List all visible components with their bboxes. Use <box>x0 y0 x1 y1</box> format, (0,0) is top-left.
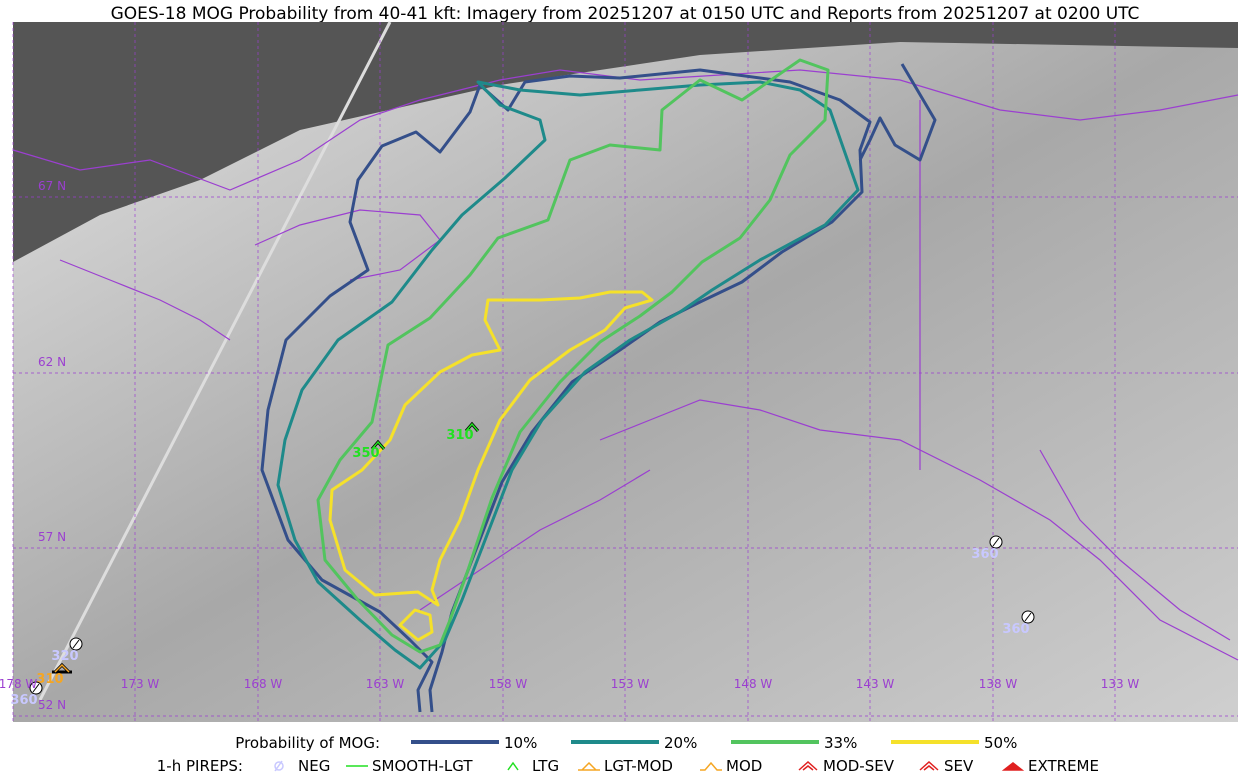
legend-label: 50% <box>984 734 1017 752</box>
lon-label: 163 W <box>366 677 405 691</box>
pirep-label: 310 <box>446 428 473 443</box>
legend-label: EXTREME <box>1028 757 1099 775</box>
legend-label: SEV <box>944 757 974 775</box>
contour-20 <box>276 80 860 670</box>
pirep-symbol <box>465 422 479 432</box>
contour-10b <box>858 63 937 162</box>
pireps: 320 310 360 360 360 350 310 <box>10 421 1035 708</box>
lon-label: 168 W <box>244 677 283 691</box>
legend: Probability of MOG: 10% 20% 33% 50% 1-h PIREP… <box>157 734 1099 775</box>
contour-50b <box>398 608 434 642</box>
lon-label: 143 W <box>856 677 895 691</box>
legend-label: 20% <box>664 734 697 752</box>
contour-33 <box>316 58 830 654</box>
lat-label: 62 N <box>38 355 66 369</box>
scan-artifact <box>38 21 392 701</box>
lon-label: 178 W <box>0 677 37 691</box>
lon-label: 158 W <box>489 677 528 691</box>
lon-label: 153 W <box>611 677 650 691</box>
coastlines <box>12 69 1239 661</box>
pirep-symbol <box>992 537 1000 547</box>
lon-label: 148 W <box>734 677 773 691</box>
pirep-label: 320 <box>51 649 78 664</box>
lat-label: 67 N <box>38 179 66 193</box>
pirep-symbol <box>371 440 385 450</box>
pirep-label: 360 <box>971 547 998 562</box>
legend-symbol <box>1001 762 1025 771</box>
lon-label: 138 W <box>979 677 1018 691</box>
contour-10 <box>260 68 872 713</box>
legend-label: NEG <box>298 757 330 775</box>
legend-label: LTG <box>532 757 559 775</box>
legend-label: SMOOTH-LGT <box>372 757 473 775</box>
pirep-symbol <box>32 683 40 693</box>
legend-label: MOD <box>726 757 762 775</box>
legend-label: LGT-MOD <box>604 757 673 775</box>
pirep-label: 360 <box>10 693 37 708</box>
pirep-symbol <box>54 663 70 673</box>
legend-symbol <box>700 761 722 771</box>
lat-label: 52 N <box>38 698 66 712</box>
legend-symbol <box>507 761 519 771</box>
legend-label: 10% <box>504 734 537 752</box>
probability-contours <box>260 58 937 713</box>
pirep-symbol <box>1024 612 1032 622</box>
lon-label: 133 W <box>1101 677 1140 691</box>
legend-label: MOD-SEV <box>823 757 895 775</box>
pirep-label: 350 <box>352 446 379 461</box>
no-data-region <box>13 22 1238 262</box>
legend-label: 33% <box>824 734 857 752</box>
legend-title: Probability of MOG: <box>235 734 380 752</box>
graticule <box>12 22 1238 722</box>
pirep-label: 310 <box>36 672 63 687</box>
legend-title: 1-h PIREPS: <box>157 757 243 775</box>
title: GOES-18 MOG Probability from 40-41 kft: … <box>111 4 1140 24</box>
lon-label: 173 W <box>121 677 160 691</box>
legend-symbol <box>798 760 818 771</box>
pirep-label: 360 <box>1002 622 1029 637</box>
legend-symbol <box>274 760 284 772</box>
legend-symbol <box>919 760 939 771</box>
legend-symbol <box>578 761 600 771</box>
contour-50 <box>328 290 654 607</box>
pirep-symbol <box>72 639 80 649</box>
lat-label: 57 N <box>38 530 66 544</box>
